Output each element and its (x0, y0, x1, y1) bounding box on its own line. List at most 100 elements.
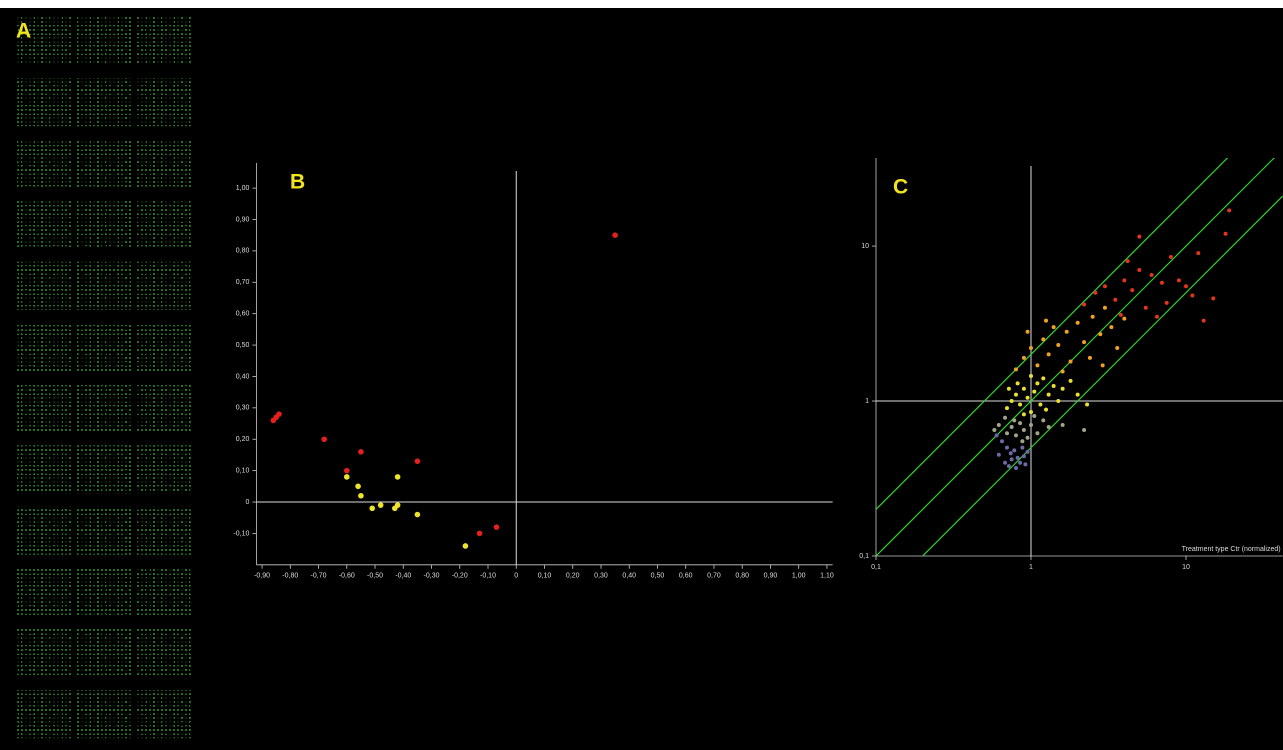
array-mask (137, 326, 191, 368)
point (1000, 439, 1004, 443)
point (1093, 291, 1097, 295)
array-mask (137, 21, 191, 63)
point (344, 474, 350, 480)
y-tick-label: 0,1 (859, 553, 869, 560)
y-tick-label: 0,90 (236, 216, 250, 223)
array-mask (137, 507, 191, 549)
point (395, 502, 401, 508)
x-tick-label: 0,80 (735, 573, 749, 580)
point (1184, 284, 1188, 288)
x-tick-label: 0,1 (871, 564, 881, 571)
y-tick-label: 0,80 (236, 248, 250, 255)
array-mask (77, 629, 131, 671)
x-tick-label: -0,50 (367, 573, 383, 580)
point (369, 505, 375, 511)
x-tick-label: -0,10 (480, 573, 496, 580)
point (1169, 255, 1173, 259)
point (1005, 431, 1009, 435)
panel-label: A (16, 20, 31, 43)
array-mask (137, 83, 191, 125)
point (1085, 402, 1089, 406)
x-tick-label: 0,40 (622, 573, 636, 580)
point (415, 512, 421, 518)
point (1056, 343, 1060, 347)
point (1052, 325, 1056, 329)
point (1144, 306, 1148, 310)
point (1014, 433, 1018, 437)
point (1150, 273, 1154, 277)
point (1022, 454, 1026, 458)
point (1016, 456, 1020, 460)
x-tick-label: 1 (1029, 564, 1033, 571)
point (1052, 384, 1056, 388)
array-mask (17, 266, 71, 308)
point (997, 423, 1001, 427)
x-tick-label: -0,40 (395, 573, 411, 580)
point (1026, 436, 1030, 440)
point (355, 484, 361, 490)
x-tick-label: -0,70 (311, 573, 327, 580)
array-mask (137, 388, 191, 430)
array-mask (137, 264, 191, 306)
point (1029, 410, 1033, 414)
y-tick-label: 10 (861, 243, 869, 250)
background (0, 8, 1283, 750)
point (1130, 288, 1134, 292)
panel-label: C (893, 176, 908, 199)
point (358, 449, 364, 455)
point (1227, 208, 1231, 212)
array-mask (17, 571, 71, 613)
x-tick-label: 1,10 (820, 573, 834, 580)
point (1082, 428, 1086, 432)
x-axis-label: Treatment type Ctr (normalized) (1182, 546, 1281, 553)
point (321, 436, 327, 442)
x-tick-label: 0,60 (679, 573, 693, 580)
point (1022, 356, 1026, 360)
point (1016, 381, 1020, 385)
point (1023, 462, 1027, 466)
point (1035, 363, 1039, 367)
point (1069, 359, 1073, 363)
point (1007, 464, 1011, 468)
point (1098, 332, 1102, 336)
point (1047, 352, 1051, 356)
array-mask (137, 569, 191, 611)
y-tick-label: 0,10 (236, 467, 250, 474)
point (1061, 370, 1065, 374)
array-mask (77, 324, 131, 366)
array-mask (137, 450, 191, 492)
point (1202, 319, 1206, 323)
point (1010, 457, 1014, 461)
point (1211, 296, 1215, 300)
point (1056, 399, 1060, 403)
point (276, 411, 282, 417)
figure: A B-0,90-0,80-0,70-0,60-0,50-0,40-0,30-0… (0, 0, 1283, 750)
array-mask (17, 509, 71, 551)
point (1061, 423, 1065, 427)
y-tick-label: -0,10 (233, 530, 249, 537)
point (1069, 379, 1073, 383)
array-mask (77, 511, 131, 553)
x-tick-label: 0,70 (707, 573, 721, 580)
point (1082, 302, 1086, 306)
point (1190, 293, 1194, 297)
point (1044, 408, 1048, 412)
x-tick-label: 0,50 (651, 573, 665, 580)
point (1103, 306, 1107, 310)
point (1047, 425, 1051, 429)
point (1032, 414, 1036, 418)
y-tick-label: 1 (865, 398, 869, 405)
point (1020, 446, 1024, 450)
point (1010, 399, 1014, 403)
y-tick-label: 0,70 (236, 279, 250, 286)
point (1009, 451, 1013, 455)
point (1196, 251, 1200, 255)
point (1137, 235, 1141, 239)
array-mask (17, 695, 71, 737)
x-tick-label: 0,10 (538, 573, 552, 580)
array-mask (17, 204, 71, 246)
x-tick-label: -0,60 (339, 573, 355, 580)
point (1122, 278, 1126, 282)
point (1035, 381, 1039, 385)
point (1113, 298, 1117, 302)
